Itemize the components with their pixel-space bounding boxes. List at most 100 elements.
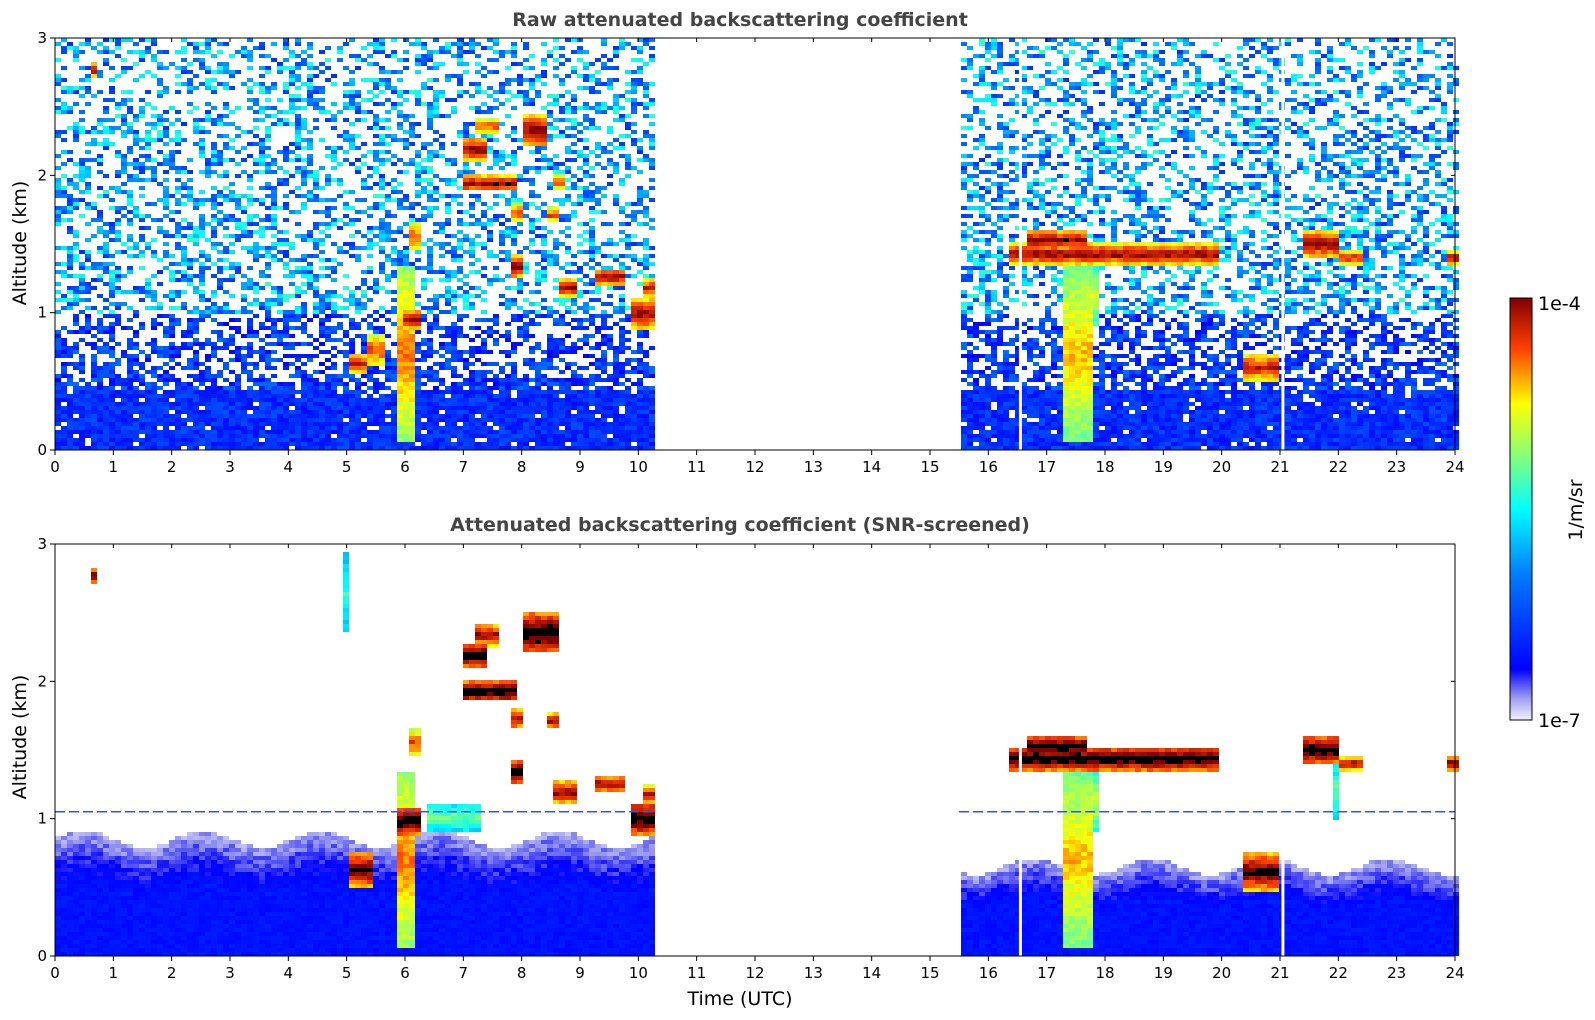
heatmap-cell [451,162,457,166]
heatmap-cell [427,194,433,198]
heatmap-cell [205,438,211,442]
heatmap-cell [349,390,355,394]
heatmap-cell [235,222,241,226]
heatmap-cell [157,306,163,310]
heatmap-cell [271,206,277,210]
heatmap-cell [565,394,571,398]
heatmap-cell [115,270,121,274]
heatmap-cell [121,66,127,70]
heatmap-cell [469,50,475,54]
heatmap-cell [187,158,193,162]
heatmap-cell [379,102,385,106]
heatmap-cell [163,154,169,158]
heatmap-cell [163,330,169,334]
heatmap-cell [151,398,157,402]
heatmap-cell [553,170,559,174]
heatmap-cell [163,374,169,378]
heatmap-cell [79,434,85,438]
heatmap-cell [589,418,595,422]
heatmap-cell [373,410,379,414]
heatmap-cell [289,398,295,402]
heatmap-cell [403,326,409,330]
heatmap-cell [157,66,163,70]
heatmap-cell [355,102,361,106]
heatmap-cell [217,374,223,378]
heatmap-cell [91,206,97,210]
heatmap-cell [403,370,409,374]
heatmap-cell [79,406,85,410]
heatmap-cell [403,426,409,430]
heatmap-cell [415,378,421,382]
heatmap-cell [223,406,229,410]
heatmap-cell [415,154,421,158]
heatmap-cell [523,358,529,362]
heatmap-cell [445,114,451,118]
heatmap-cell [115,238,121,242]
heatmap-cell [415,102,421,106]
heatmap-cell [379,78,385,82]
heatmap-cell [193,354,199,358]
heatmap-cell [559,182,565,186]
heatmap-cell [535,434,541,438]
heatmap-cell [475,198,481,202]
heatmap-cell [517,306,523,310]
heatmap-cell [409,430,415,434]
heatmap-cell [565,298,571,302]
heatmap-cell [427,50,433,54]
heatmap-cell [79,262,85,266]
heatmap-cell [169,218,175,222]
heatmap-cell [169,150,175,154]
heatmap-cell [247,342,253,346]
heatmap-cell [55,418,61,422]
heatmap-cell [265,306,271,310]
heatmap-cell [205,342,211,346]
heatmap-cell [319,318,325,322]
heatmap-cell [175,118,181,122]
heatmap-cell [283,146,289,150]
heatmap-cell [571,118,577,122]
heatmap-cell [277,206,283,210]
heatmap-cell [511,178,517,182]
heatmap-cell [217,158,223,162]
heatmap-cell [475,402,481,406]
heatmap-cell [337,110,343,114]
heatmap-cell [217,122,223,126]
heatmap-cell [403,258,409,262]
heatmap-cell [373,286,379,290]
heatmap-cell [433,114,439,118]
heatmap-cell [445,402,451,406]
heatmap-cell [547,218,553,222]
heatmap-cell [301,98,307,102]
heatmap-cell [175,402,181,406]
heatmap-cell [499,386,505,390]
heatmap-cell [145,226,151,230]
heatmap-cell [403,438,409,442]
heatmap-cell [79,438,85,442]
heatmap-cell [295,86,301,90]
heatmap-cell [469,302,475,306]
heatmap-cell [505,434,511,438]
heatmap-cell [313,290,319,294]
heatmap-cell [133,398,139,402]
heatmap-cell [97,434,103,438]
heatmap-cell [523,206,529,210]
heatmap-cell [571,446,577,450]
heatmap-cell [373,406,379,410]
heatmap-cell [409,330,415,334]
heatmap-cell [277,310,283,314]
heatmap-cell [457,394,463,398]
heatmap-cell [553,94,559,98]
heatmap-cell [343,446,349,450]
heatmap-cell [529,102,535,106]
heatmap-cell [205,46,211,50]
heatmap-cell [559,186,565,190]
heatmap-cell [505,322,511,326]
heatmap-cell [565,218,571,222]
heatmap-cell [583,154,589,158]
heatmap-cell [97,378,103,382]
heatmap-cell [229,386,235,390]
heatmap-cell [469,158,475,162]
heatmap-cell [499,122,505,126]
heatmap-cell [223,422,229,426]
heatmap-cell [445,334,451,338]
